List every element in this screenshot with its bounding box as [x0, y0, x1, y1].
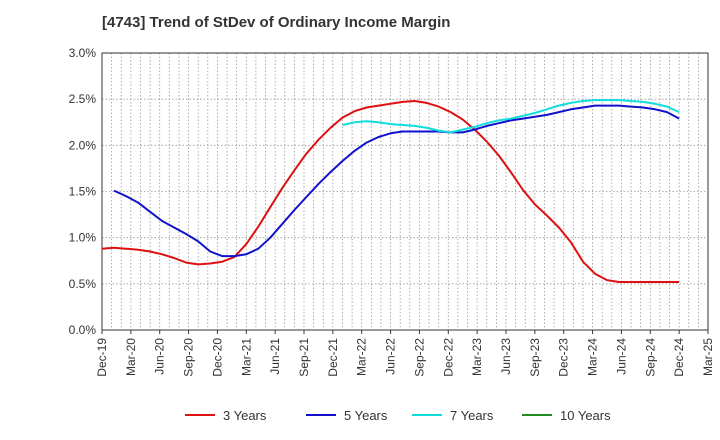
x-tick-label: Sep-20 [182, 338, 196, 377]
x-tick-label: Jun-23 [499, 338, 513, 375]
x-tick-label: Dec-23 [557, 338, 571, 377]
x-tick-label: Mar-24 [586, 338, 600, 376]
series-line-7-years [342, 99, 680, 134]
x-tick-label: Mar-21 [239, 338, 253, 376]
legend-label-5-years: 5 Years [344, 408, 388, 423]
legend-label-3-years: 3 Years [223, 408, 267, 423]
x-tick-label: Jun-22 [384, 338, 398, 375]
y-tick-label: 0.5% [69, 277, 97, 291]
chart-title: [4743] Trend of StDev of Ordinary Income… [102, 14, 451, 31]
y-tick-label: 2.0% [69, 138, 97, 152]
y-tick-label: 0.0% [69, 323, 97, 337]
x-tick-label: Dec-20 [210, 338, 224, 377]
x-tick-label: Dec-22 [441, 338, 455, 377]
y-tick-label: 3.0% [69, 46, 97, 60]
x-tick-label: Sep-23 [528, 338, 542, 377]
x-tick-label: Dec-21 [326, 338, 340, 377]
x-tick-label: Mar-20 [124, 338, 138, 376]
x-tick-label: Jun-20 [153, 338, 167, 375]
x-tick-label: Sep-24 [643, 338, 657, 377]
y-tick-label: 1.5% [69, 185, 97, 199]
legend-label-10-years: 10 Years [560, 408, 611, 423]
x-tick-label: Mar-23 [470, 338, 484, 376]
x-tick-label: Mar-25 [701, 338, 715, 376]
x-tick-label: Dec-19 [95, 338, 109, 377]
x-tick-label: Jun-21 [268, 338, 282, 375]
x-tick-label: Sep-22 [412, 338, 426, 377]
series-line-3-years [101, 100, 680, 283]
y-tick-label: 2.5% [69, 92, 97, 106]
x-tick-label: Dec-24 [672, 338, 686, 377]
x-tick-label: Sep-21 [297, 338, 311, 377]
series-line-5-years [113, 104, 680, 258]
y-tick-label: 1.0% [69, 231, 97, 245]
plot-frame [101, 52, 709, 331]
x-tick-label: Jun-24 [614, 338, 628, 375]
x-tick-label: Mar-22 [355, 338, 369, 376]
legend-label-7-years: 7 Years [450, 408, 494, 423]
